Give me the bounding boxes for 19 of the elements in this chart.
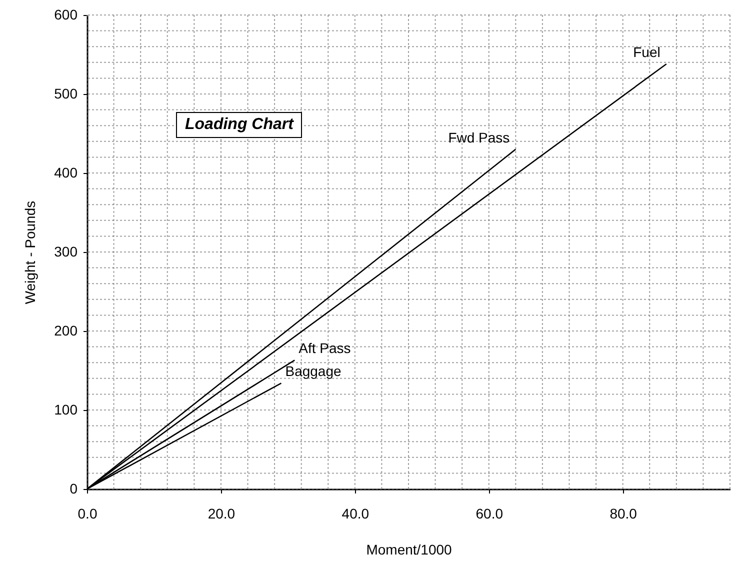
y-tick-label: 200 [54,322,78,338]
y-tick-label: 400 [54,164,78,180]
x-tick-label: 20.0 [208,506,236,522]
series-label: Baggage [285,363,342,380]
x-tick-label: 40.0 [342,506,370,522]
y-tick-label: 500 [54,86,78,102]
series-label: Aft Pass [298,340,351,356]
y-axis-title: Weight - Pounds [22,200,38,304]
y-tick-label: 300 [54,244,78,260]
x-tick-label: 60.0 [476,506,504,522]
x-tick-label: 80.0 [610,506,638,522]
text: Loading Chart [176,112,302,138]
y-tick-label: 100 [54,402,78,418]
y-tick-label: 0 [70,480,78,496]
x-axis-title: Moment/1000 [366,542,452,558]
x-tick-label: 0.0 [78,506,98,522]
y-tick-label: 600 [54,6,78,22]
series-label: Fuel [633,44,660,60]
series-label: Fwd Pass [448,129,510,146]
